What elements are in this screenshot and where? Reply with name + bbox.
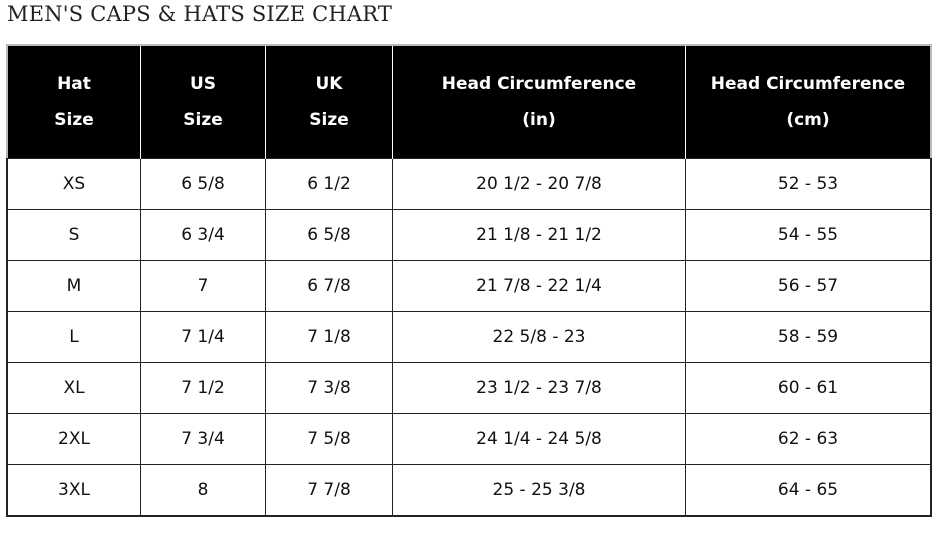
cell-head-circumference-in: 24 1/4 - 24 5/8 [392, 413, 686, 465]
cell-hat-size: 2XL [6, 413, 141, 465]
table-row: 2XL 7 3/4 7 5/8 24 1/4 - 24 5/8 62 - 63 [6, 413, 932, 465]
column-header-head-circumference-cm: Head Circumference (cm) [685, 45, 931, 159]
table-row: 3XL 8 7 7/8 25 - 25 3/8 64 - 65 [6, 464, 932, 517]
cell-head-circumference-in: 21 1/8 - 21 1/2 [392, 209, 686, 261]
cell-head-circumference-in: 20 1/2 - 20 7/8 [392, 158, 686, 210]
cell-uk-size: 7 5/8 [265, 413, 393, 465]
cell-uk-size: 7 1/8 [265, 311, 393, 363]
cell-head-circumference-cm: 64 - 65 [685, 464, 932, 517]
column-header-line: Hat [57, 74, 91, 94]
column-header-line: (in) [522, 110, 556, 130]
cell-uk-size: 6 7/8 [265, 260, 393, 312]
cell-us-size: 7 3/4 [140, 413, 266, 465]
cell-head-circumference-cm: 62 - 63 [685, 413, 932, 465]
column-header-line: (cm) [786, 110, 830, 130]
cell-us-size: 6 3/4 [140, 209, 266, 261]
cell-head-circumference-cm: 60 - 61 [685, 362, 932, 414]
column-header-uk-size: UK Size [265, 45, 393, 159]
cell-hat-size: M [6, 260, 141, 312]
column-header-line: Size [54, 110, 94, 130]
column-header-us-size: US Size [140, 45, 266, 159]
cell-uk-size: 6 1/2 [265, 158, 393, 210]
cell-hat-size: XL [6, 362, 141, 414]
cell-head-circumference-cm: 52 - 53 [685, 158, 932, 210]
cell-hat-size: 3XL [6, 464, 141, 517]
cell-head-circumference-in: 23 1/2 - 23 7/8 [392, 362, 686, 414]
cell-uk-size: 7 7/8 [265, 464, 393, 517]
column-header-hat-size: Hat Size [7, 45, 141, 159]
cell-head-circumference-cm: 58 - 59 [685, 311, 932, 363]
column-header-line: Size [183, 110, 223, 130]
cell-us-size: 7 1/2 [140, 362, 266, 414]
cell-head-circumference-in: 25 - 25 3/8 [392, 464, 686, 517]
table-body: XS 6 5/8 6 1/2 20 1/2 - 20 7/8 52 - 53 S 6 3/4… [6, 158, 932, 517]
header-row: Hat Size US Size UK Size Head Circumference (in… [7, 45, 931, 159]
cell-uk-size: 6 5/8 [265, 209, 393, 261]
column-header-line: Head Circumference [710, 74, 906, 94]
cell-head-circumference-cm: 56 - 57 [685, 260, 932, 312]
column-header-line: Size [309, 110, 349, 130]
cell-uk-size: 7 3/8 [265, 362, 393, 414]
cell-us-size: 6 5/8 [140, 158, 266, 210]
table-row: XL 7 1/2 7 3/8 23 1/2 - 23 7/8 60 - 61 [6, 362, 932, 414]
column-header-line: UK [315, 74, 343, 94]
cell-head-circumference-cm: 54 - 55 [685, 209, 932, 261]
cell-head-circumference-in: 21 7/8 - 22 1/4 [392, 260, 686, 312]
cell-hat-size: XS [6, 158, 141, 210]
column-header-line: Head Circumference [441, 74, 637, 94]
cell-hat-size: S [6, 209, 141, 261]
cell-head-circumference-in: 22 5/8 - 23 [392, 311, 686, 363]
cell-us-size: 8 [140, 464, 266, 517]
column-header-line: US [189, 74, 217, 94]
cell-us-size: 7 1/4 [140, 311, 266, 363]
table-row: XS 6 5/8 6 1/2 20 1/2 - 20 7/8 52 - 53 [6, 158, 932, 210]
cell-hat-size: L [6, 311, 141, 363]
page-title: MEN'S CAPS & HATS SIZE CHART [7, 2, 393, 26]
cell-us-size: 7 [140, 260, 266, 312]
column-header-head-circumference-in: Head Circumference (in) [392, 45, 686, 159]
size-chart-table: Hat Size US Size UK Size Head Circumference (in… [6, 44, 932, 517]
